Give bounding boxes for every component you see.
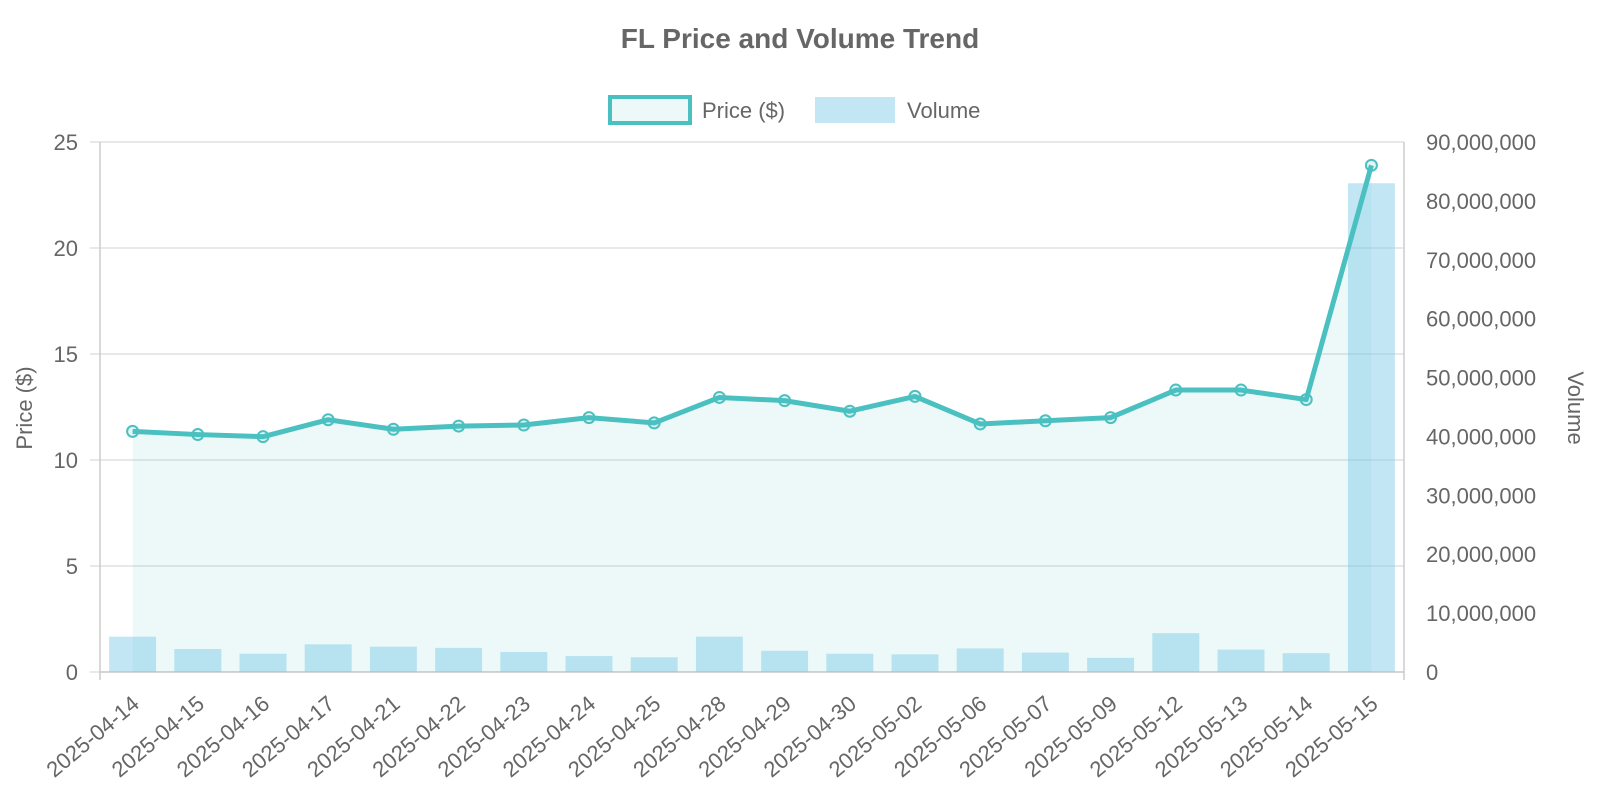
price-point[interactable] [126, 424, 140, 438]
volume-bar[interactable] [369, 646, 417, 672]
left-tick-label: 20 [54, 236, 78, 261]
right-tick-label: 60,000,000 [1426, 307, 1536, 332]
volume-bar[interactable] [761, 650, 809, 672]
legend-swatch-price[interactable] [608, 95, 692, 125]
price-point[interactable] [1169, 383, 1183, 397]
price-point[interactable] [908, 389, 922, 403]
volume-bar[interactable] [1152, 633, 1200, 672]
price-point[interactable] [647, 416, 661, 430]
price-point[interactable] [1234, 383, 1248, 397]
volume-bar[interactable] [174, 649, 222, 672]
right-axis-ticks: 0 10,000,000 20,000,000 30,000,000 40,000,00… [1426, 130, 1536, 685]
price-point[interactable] [517, 418, 531, 432]
left-tick-label: 0 [66, 660, 78, 685]
right-tick-label: 90,000,000 [1426, 130, 1536, 155]
right-tick-label: 70,000,000 [1426, 248, 1536, 273]
price-point[interactable] [1038, 414, 1052, 428]
volume-bar[interactable] [500, 651, 548, 672]
price-point[interactable] [1299, 393, 1313, 407]
price-points [126, 158, 1378, 444]
price-line-group [132, 164, 1374, 440]
left-tick-label: 25 [54, 130, 78, 155]
legend: Price ($) Volume [608, 95, 980, 125]
price-point[interactable] [843, 404, 857, 418]
price-area [132, 165, 1372, 672]
volume-bar[interactable] [435, 647, 483, 672]
legend-label-volume[interactable]: Volume [907, 98, 980, 123]
right-tick-label: 40,000,000 [1426, 424, 1536, 449]
volume-bar[interactable] [1217, 649, 1265, 672]
volume-bar[interactable] [695, 636, 743, 672]
volume-bar[interactable] [956, 648, 1004, 672]
volume-bars [109, 183, 1395, 672]
price-point[interactable] [1104, 411, 1118, 425]
volume-bar[interactable] [1282, 653, 1330, 672]
price-point[interactable] [321, 413, 335, 427]
right-axis-title: Volume [1563, 371, 1588, 444]
right-tick-label: 50,000,000 [1426, 366, 1536, 391]
right-tick-label: 30,000,000 [1426, 483, 1536, 508]
left-axis-ticks: 0 5 10 15 20 25 [54, 130, 78, 685]
volume-bar[interactable] [1347, 183, 1395, 672]
volume-bar[interactable] [565, 656, 613, 672]
price-point[interactable] [712, 390, 726, 404]
price-point[interactable] [256, 430, 270, 444]
right-tick-label: 0 [1426, 660, 1438, 685]
right-tick-label: 80,000,000 [1426, 189, 1536, 214]
volume-bar[interactable] [630, 657, 678, 672]
volume-bar[interactable] [1021, 652, 1069, 672]
volume-bar[interactable] [304, 644, 352, 672]
volume-bar[interactable] [109, 636, 157, 672]
price-point[interactable] [452, 419, 466, 433]
right-tick-label: 10,000,000 [1426, 601, 1536, 626]
price-line [132, 164, 1374, 440]
chart-title: FL Price and Volume Trend [621, 23, 979, 54]
volume-bar[interactable] [1087, 657, 1135, 672]
price-point[interactable] [1364, 158, 1378, 172]
volume-bar[interactable] [891, 654, 939, 672]
right-tick-label: 20,000,000 [1426, 542, 1536, 567]
price-point[interactable] [386, 422, 400, 436]
volume-bar[interactable] [239, 653, 287, 672]
price-point[interactable] [191, 428, 205, 442]
price-point[interactable] [973, 417, 987, 431]
price-area-fill [132, 165, 1372, 672]
left-tick-label: 5 [66, 554, 78, 579]
legend-swatch-volume[interactable] [815, 97, 895, 123]
x-axis-ticks: 2025-04-142025-04-152025-04-162025-04-17… [42, 691, 1383, 782]
legend-label-price[interactable]: Price ($) [702, 98, 785, 123]
price-point[interactable] [582, 411, 596, 425]
volume-bar[interactable] [826, 653, 874, 672]
left-tick-label: 10 [54, 448, 78, 473]
left-axis-title: Price ($) [12, 366, 37, 449]
price-point[interactable] [778, 394, 792, 408]
left-tick-label: 15 [54, 342, 78, 367]
